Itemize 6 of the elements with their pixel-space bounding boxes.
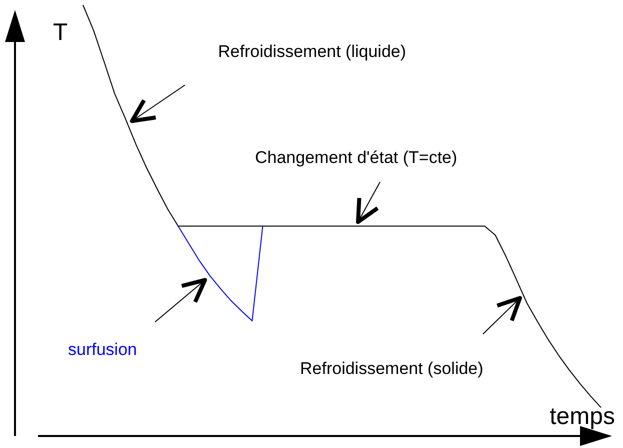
x-axis-title: temps [550, 403, 615, 430]
annotation: surfusion [68, 340, 137, 359]
annotation: Refroidissement (solide) [300, 359, 484, 378]
y-axis-title: T [53, 19, 68, 46]
annotation: Refroidissement (liquide) [218, 42, 406, 61]
annotation: Changement d'état (T=cte) [255, 148, 458, 167]
